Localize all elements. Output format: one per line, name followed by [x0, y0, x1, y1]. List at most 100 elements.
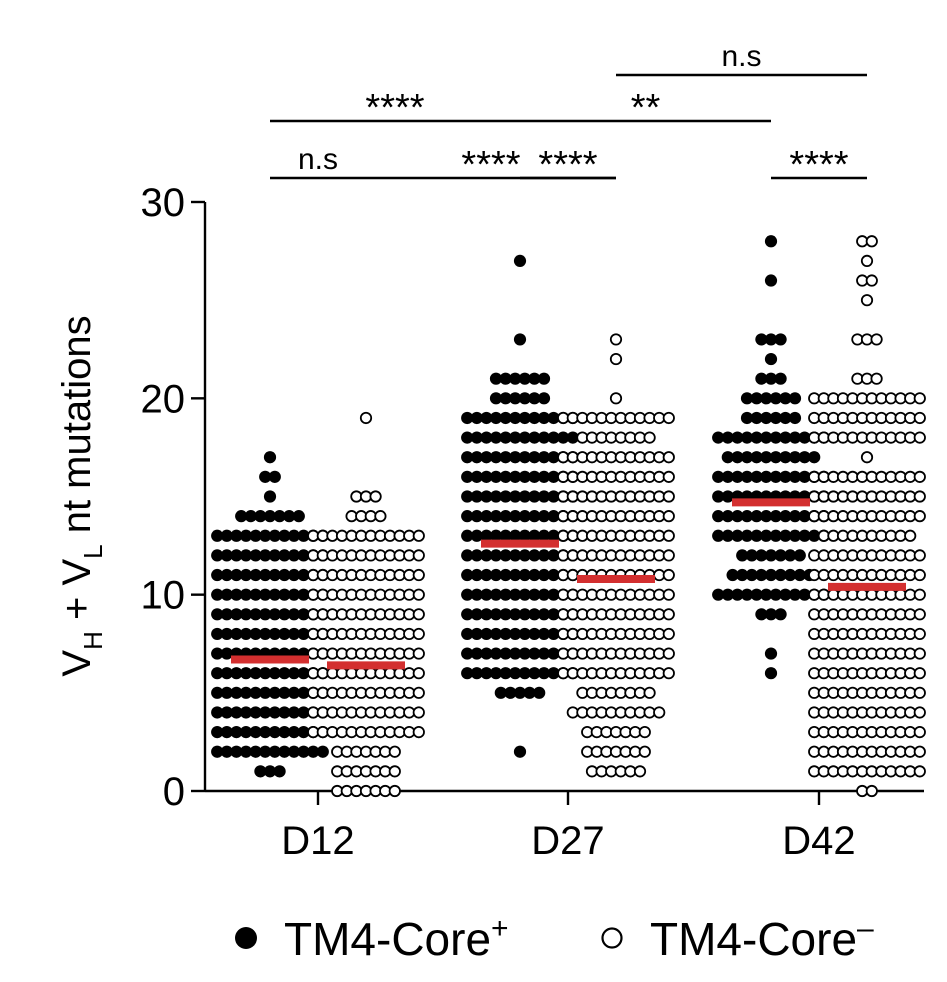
- significance-label: ****: [538, 144, 597, 186]
- data-point-filled: [721, 529, 734, 542]
- data-point-filled: [755, 372, 768, 385]
- data-point-filled: [518, 647, 531, 660]
- data-point-filled: [461, 588, 474, 601]
- data-point-filled: [798, 451, 811, 464]
- data-point-filled: [528, 510, 541, 523]
- data-point-filled: [211, 568, 224, 582]
- data-point-filled: [220, 529, 233, 542]
- data-point-filled: [259, 608, 272, 621]
- data-point-open: [662, 510, 675, 523]
- data-point-filled: [268, 627, 281, 641]
- data-point-filled: [731, 510, 744, 523]
- data-point-filled: [278, 745, 291, 758]
- data-point-filled: [211, 686, 224, 699]
- data-point-filled: [774, 608, 787, 621]
- data-point-filled: [211, 588, 224, 601]
- data-point-filled: [779, 470, 792, 483]
- data-point-filled: [547, 411, 560, 425]
- data-point-filled: [760, 411, 773, 425]
- data-point-filled: [509, 627, 522, 641]
- data-point-filled: [278, 608, 291, 621]
- data-point-open: [662, 451, 675, 464]
- data-point-filled: [721, 431, 734, 444]
- data-point-filled: [518, 549, 531, 562]
- data-point-filled: [518, 411, 531, 425]
- data-point-filled: [537, 647, 551, 660]
- data-point-filled: [537, 431, 551, 444]
- data-point-filled: [750, 411, 763, 425]
- data-point-filled: [480, 411, 493, 425]
- y-axis-label-subscript: H: [78, 631, 108, 650]
- data-point-filled: [808, 451, 821, 464]
- data-point-open: [662, 568, 675, 582]
- data-point-filled: [494, 686, 507, 699]
- data-point-filled: [798, 470, 811, 483]
- data-point-filled: [712, 529, 725, 542]
- data-point-filled: [740, 470, 754, 483]
- data-point-filled: [461, 451, 474, 464]
- data-point-open: [359, 411, 373, 425]
- data-point-filled: [220, 726, 233, 739]
- data-point-filled: [211, 647, 224, 660]
- data-point-filled: [461, 549, 474, 562]
- data-point-filled: [287, 627, 301, 641]
- data-point-filled: [721, 451, 734, 464]
- data-point-filled: [750, 470, 763, 483]
- data-point-filled: [750, 392, 763, 405]
- data-point-filled: [211, 745, 224, 758]
- y-axis-label-part: + V: [55, 559, 99, 632]
- data-point-open: [412, 627, 425, 641]
- data-point-filled: [220, 549, 233, 562]
- data-point-filled: [297, 686, 310, 699]
- data-point-open: [374, 510, 387, 523]
- data-point-open: [412, 647, 425, 660]
- data-point-filled: [764, 647, 778, 660]
- data-point-filled: [760, 451, 773, 464]
- data-point-filled: [769, 431, 782, 444]
- data-point-filled: [764, 549, 778, 562]
- data-point-filled: [461, 608, 474, 621]
- data-point-filled: [297, 568, 310, 582]
- data-point-filled: [480, 549, 493, 562]
- data-point-filled: [740, 588, 754, 601]
- data-point-filled: [721, 470, 734, 483]
- data-point-filled: [509, 529, 522, 542]
- x-tick-label: D12: [281, 819, 354, 863]
- data-point-filled: [798, 510, 811, 523]
- data-point-open: [662, 411, 675, 425]
- data-point-filled: [268, 745, 281, 758]
- data-point-filled: [547, 667, 560, 680]
- data-point-filled: [239, 745, 253, 758]
- data-point-filled: [764, 352, 778, 366]
- data-point-filled: [509, 470, 522, 483]
- legend-label: TM4-Core–: [650, 912, 874, 965]
- data-point-filled: [731, 451, 744, 464]
- data-point-filled: [220, 667, 233, 680]
- data-point-filled: [249, 608, 262, 621]
- data-point-filled: [480, 588, 493, 601]
- data-point-filled: [721, 510, 734, 523]
- data-point-filled: [499, 588, 512, 601]
- data-point-filled: [779, 411, 792, 425]
- data-point-filled: [259, 568, 272, 582]
- data-point-filled: [547, 588, 560, 601]
- data-point-open: [860, 451, 874, 464]
- data-point-filled: [499, 510, 512, 523]
- data-point-filled: [470, 470, 483, 483]
- data-point-open: [388, 765, 401, 778]
- data-point-filled: [263, 765, 277, 778]
- data-point-filled: [740, 529, 754, 542]
- data-point-filled: [249, 726, 262, 739]
- data-point-filled: [278, 706, 291, 719]
- data-point-filled: [740, 411, 754, 425]
- data-point-filled: [760, 431, 773, 444]
- data-point-open: [609, 392, 623, 405]
- y-tick-label: 30: [141, 181, 186, 225]
- data-point-filled: [509, 372, 522, 385]
- significance-label: ****: [461, 144, 520, 186]
- data-point-filled: [297, 588, 310, 601]
- data-point-filled: [788, 392, 802, 405]
- data-point-filled: [499, 627, 512, 641]
- data-point-filled: [249, 529, 262, 542]
- data-point-filled: [297, 608, 310, 621]
